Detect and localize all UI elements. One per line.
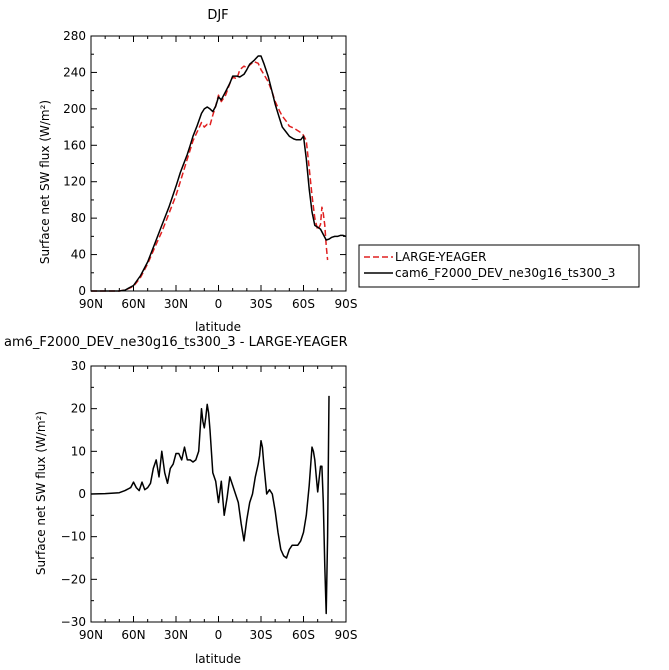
top-xtick-label: 30N bbox=[164, 297, 188, 311]
top-ytick-label: 40 bbox=[71, 248, 86, 262]
top-xtick-label: 90N bbox=[79, 297, 103, 311]
bottom-ytick-label: −20 bbox=[61, 572, 86, 586]
top-ytick-label: 160 bbox=[63, 138, 86, 152]
top-ytick-label: 280 bbox=[63, 29, 86, 43]
top-ytick-label: 0 bbox=[78, 284, 86, 298]
top-xtick-label: 60N bbox=[121, 297, 145, 311]
top-panel-ylabel: Surface net SW flux (W/m²) bbox=[38, 100, 52, 264]
bottom-ytick-label: 20 bbox=[71, 402, 86, 416]
bottom-ytick-label: 30 bbox=[71, 359, 86, 373]
legend-label-cam6: cam6_F2000_DEV_ne30g16_ts300_3 bbox=[395, 266, 615, 280]
top-xtick-label: 30S bbox=[250, 297, 273, 311]
top-xtick-label: 60S bbox=[292, 297, 315, 311]
top-xtick-label: 90S bbox=[335, 297, 358, 311]
top-panel-xlabel: latitude bbox=[195, 320, 241, 334]
top-series-1-line bbox=[91, 55, 347, 292]
bottom-xtick-label: 90N bbox=[79, 628, 103, 642]
bottom-series-0-line bbox=[90, 395, 330, 615]
bottom-ytick-label: −10 bbox=[61, 530, 86, 544]
bottom-ytick-label: −30 bbox=[61, 615, 86, 629]
bottom-xtick-label: 30N bbox=[164, 628, 188, 642]
legend: LARGE-YEAGER cam6_F2000_DEV_ne30g16_ts30… bbox=[358, 244, 640, 288]
top-xtick-label: 0 bbox=[215, 297, 223, 311]
legend-box bbox=[358, 244, 640, 288]
bottom-panel-xlabel: latitude bbox=[195, 652, 241, 666]
top-ytick-label: 240 bbox=[63, 65, 86, 79]
bottom-ytick-label: 10 bbox=[71, 444, 86, 458]
bottom-panel-title: am6_F2000_DEV_ne30g16_ts300_3 - LARGE-YE… bbox=[4, 335, 348, 350]
top-panel-title: DJF bbox=[207, 8, 228, 23]
top-ytick-label: 120 bbox=[63, 175, 86, 189]
top-panel: DJF Surface net SW flux (W/m²) latitude … bbox=[38, 8, 640, 334]
bottom-xtick-label: 90S bbox=[335, 628, 358, 642]
bottom-xtick-label: 0 bbox=[215, 628, 223, 642]
top-ytick-label: 80 bbox=[71, 211, 86, 225]
top-ytick-label: 200 bbox=[63, 102, 86, 116]
bottom-ytick-label: 0 bbox=[78, 487, 86, 501]
bottom-xtick-label: 60S bbox=[292, 628, 315, 642]
bottom-xtick-label: 60N bbox=[121, 628, 145, 642]
legend-label-large-yeager: LARGE-YEAGER bbox=[395, 250, 486, 264]
top-panel-frame bbox=[90, 35, 347, 292]
bottom-panel: am6_F2000_DEV_ne30g16_ts300_3 - LARGE-YE… bbox=[4, 335, 357, 666]
top-series-0-line bbox=[91, 60, 329, 292]
bottom-panel-ylabel: Surface net SW flux (W/m²) bbox=[34, 411, 48, 575]
bottom-xtick-label: 30S bbox=[250, 628, 273, 642]
